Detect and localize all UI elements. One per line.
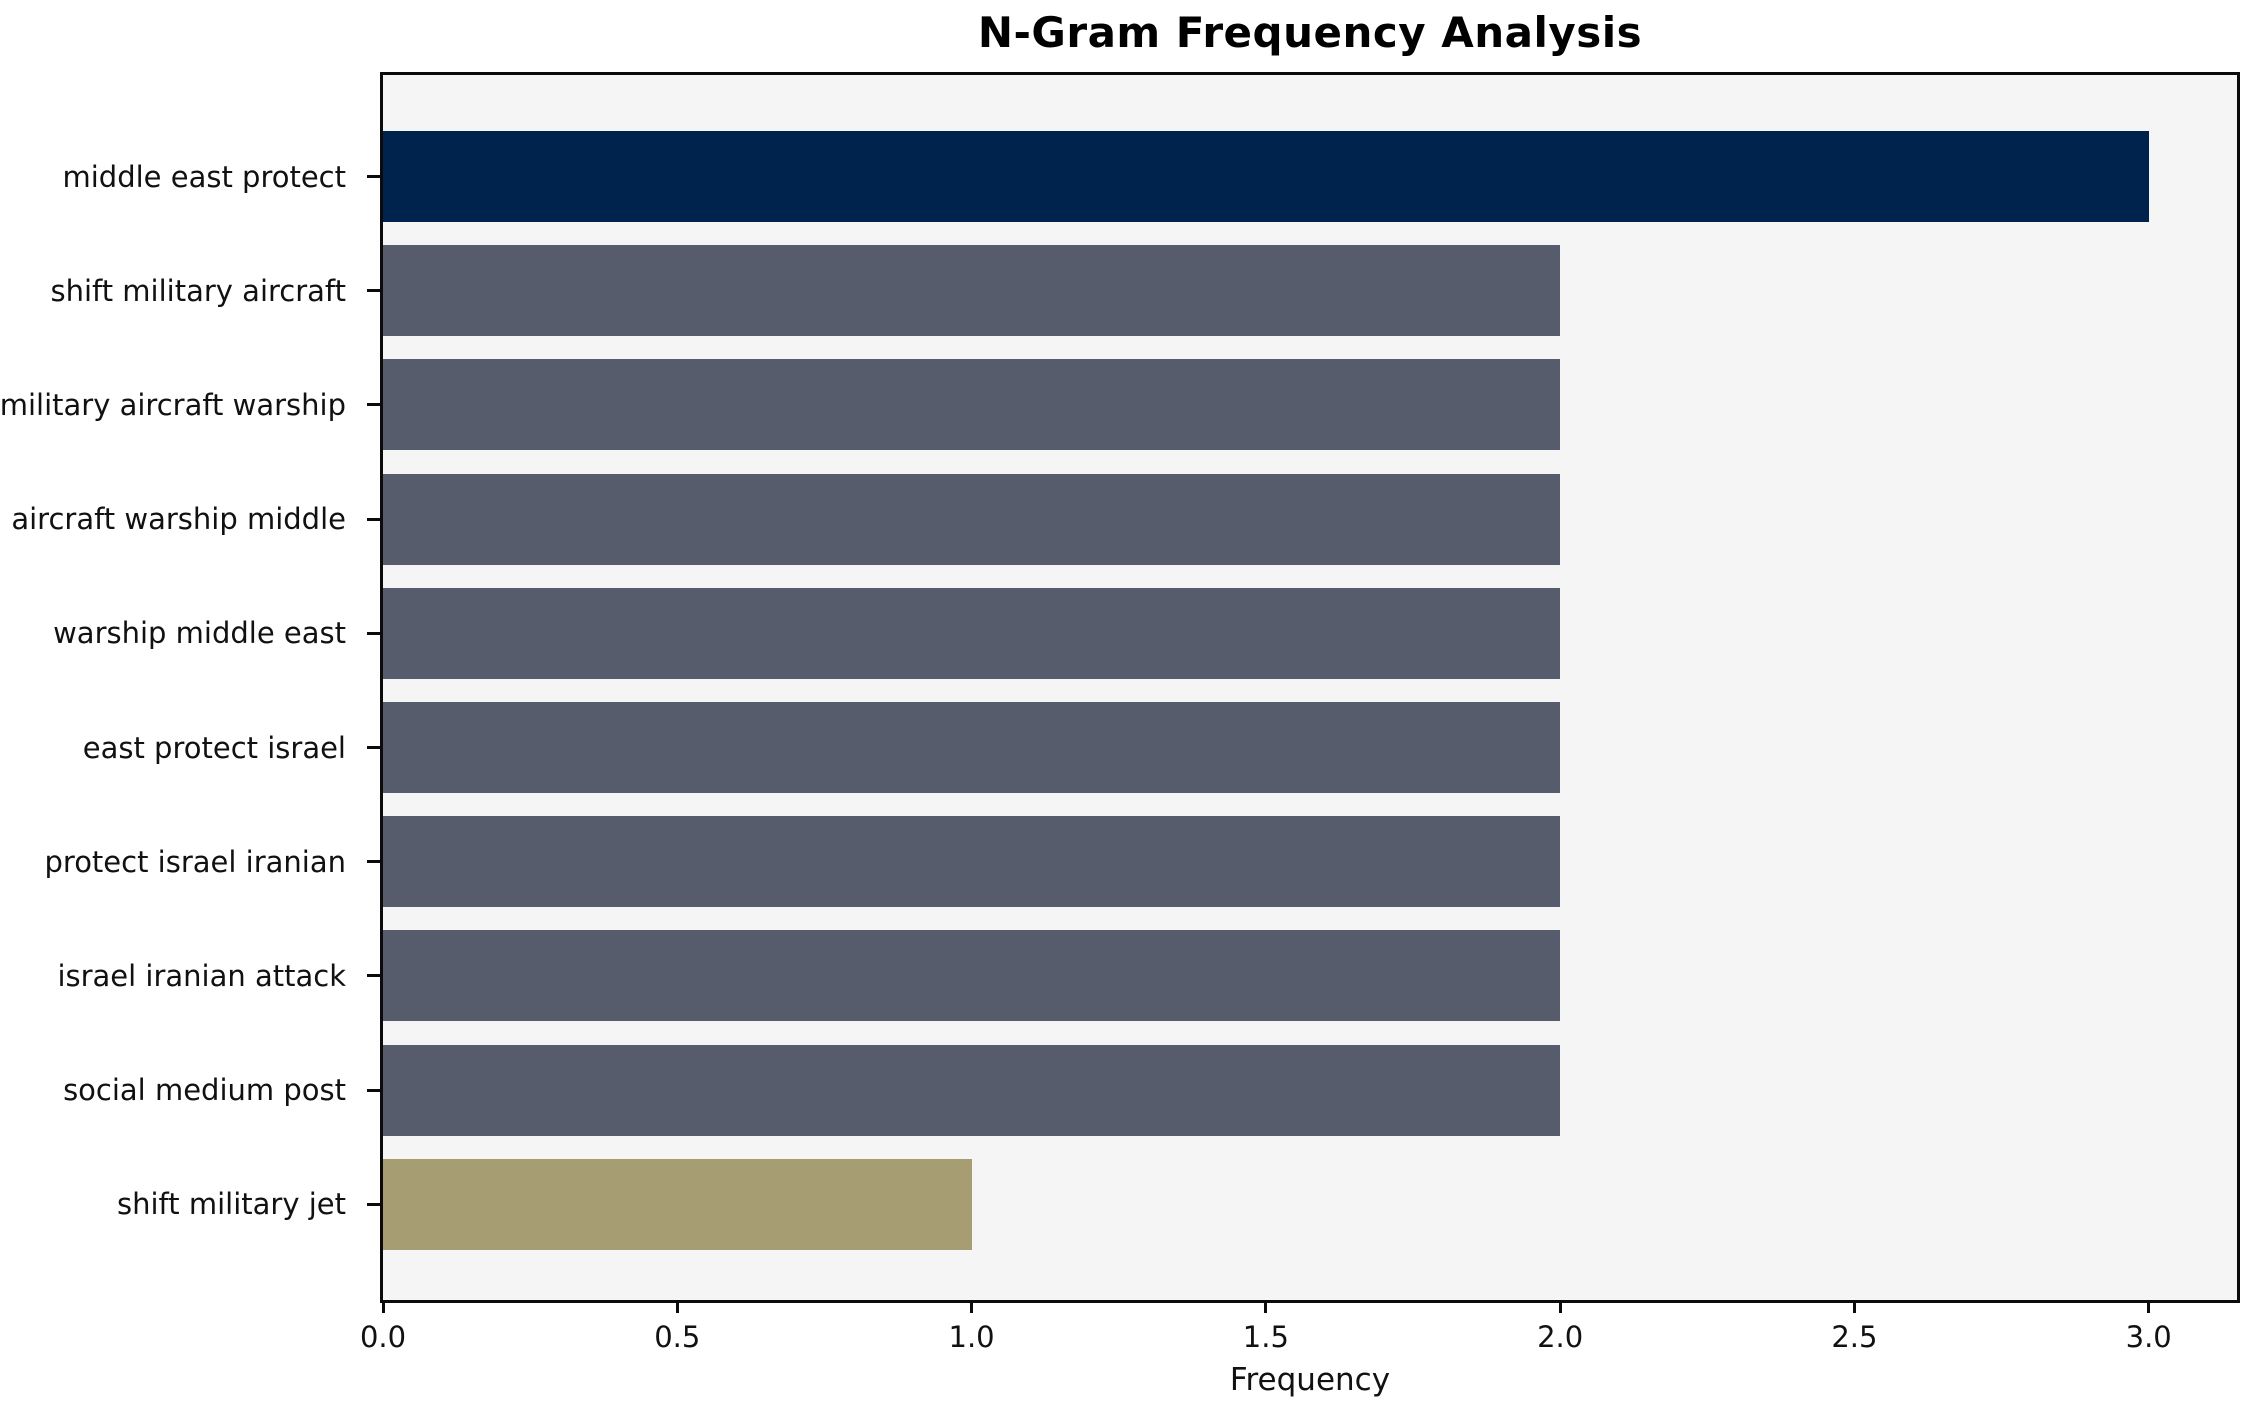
y-tick-label: aircraft warship middle: [11, 502, 346, 537]
y-tick-label: israel iranian attack: [57, 958, 346, 993]
y-tick-mark: [367, 974, 380, 978]
y-tick-mark: [367, 746, 380, 749]
y-tick-label: shift military aircraft: [50, 273, 346, 308]
y-axis: middle east protect shift military aircra…: [0, 72, 380, 1303]
x-tick-mark: [970, 1300, 974, 1313]
plot-area: [380, 72, 2240, 1303]
bar: [383, 930, 1561, 1022]
bar: [383, 1044, 1561, 1136]
y-tick-label: military aircraft warship: [0, 387, 346, 422]
y-tick-mark: [367, 403, 380, 407]
x-tick-label: 0.5: [654, 1320, 701, 1354]
bar: [383, 245, 1561, 337]
x-tick-label: 3.0: [2125, 1320, 2172, 1354]
x-tick-label: 2.5: [1831, 1320, 1878, 1354]
y-tick-label: shift military jet: [117, 1187, 346, 1222]
y-tick-label: middle east protect: [62, 159, 346, 194]
y-tick-mark: [367, 175, 380, 178]
y-tick-mark: [367, 631, 380, 635]
bar: [383, 702, 1561, 793]
x-tick-label: 1.5: [1242, 1320, 1289, 1354]
y-tick-mark: [367, 1088, 380, 1092]
y-tick-mark: [367, 860, 380, 864]
x-tick-mark: [1852, 1300, 1856, 1313]
x-axis-label: Frequency: [1229, 1362, 1391, 1398]
bar: [383, 359, 1561, 451]
x-tick-label: 1.0: [948, 1320, 995, 1354]
x-axis-ticks: 0.0 0.5 1.0 1.5 2.0 2.5 3.0: [360, 1300, 2237, 1380]
bar: [383, 816, 1561, 908]
chart-title: N-Gram Frequency Analysis: [977, 8, 1643, 57]
x-tick-label: 2.0: [1537, 1320, 1584, 1354]
y-tick-label: warship middle east: [53, 616, 346, 651]
x-tick-label: 0.0: [359, 1320, 407, 1354]
bar: [383, 473, 1561, 565]
bar: [383, 587, 1561, 679]
bar: [383, 131, 2149, 222]
y-tick-mark: [367, 1202, 380, 1206]
y-tick-label: social medium post: [63, 1073, 346, 1108]
x-tick-mark: [1558, 1300, 1562, 1313]
x-tick-mark: [675, 1300, 679, 1313]
y-tick-label: east protect israel: [82, 730, 346, 765]
y-tick-label: protect israel iranian: [44, 844, 347, 879]
x-tick-mark: [381, 1300, 385, 1313]
x-tick-mark: [1264, 1300, 1268, 1313]
y-tick-mark: [367, 517, 380, 521]
y-tick-mark: [367, 289, 380, 293]
bar: [383, 1158, 972, 1250]
x-tick-mark: [2147, 1300, 2151, 1313]
